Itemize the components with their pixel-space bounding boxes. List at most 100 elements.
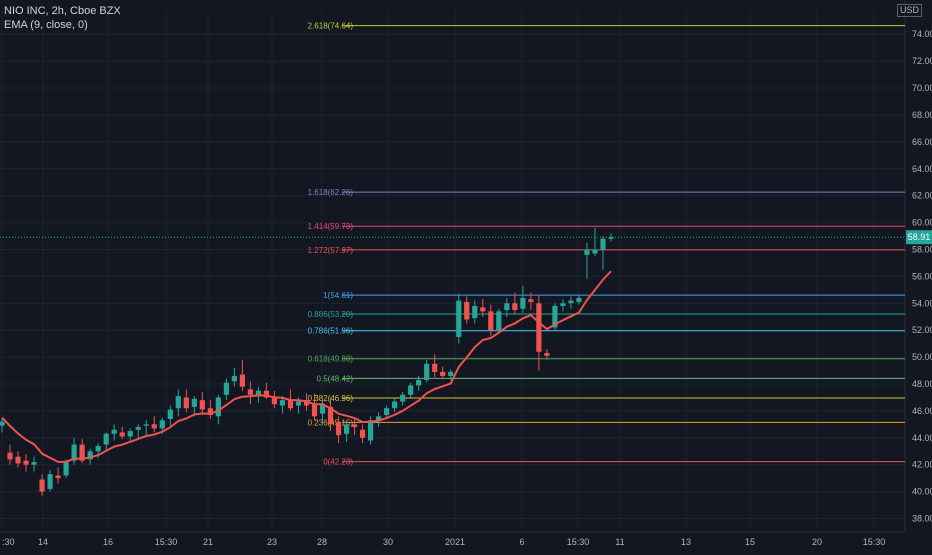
fib-level-label: 0.618(49.88) <box>308 355 354 364</box>
y-tick-label: 48.00 <box>912 379 932 389</box>
candle-body <box>424 363 430 380</box>
candle-body <box>343 424 350 434</box>
candle-body <box>303 400 310 406</box>
y-tick-label: 38.00 <box>912 514 932 524</box>
price-axis[interactable]: 38.00 40.00 42.00 44.00 46.00 48.00 50.00 52.00… <box>912 29 932 523</box>
fibonacci-extension[interactable]: 2.618(74.64) 1.618(62.26) 1.414(59.73) 1.27… <box>308 22 905 467</box>
candle-body <box>576 297 582 302</box>
candle-body <box>23 460 29 465</box>
y-tick-label: 68.00 <box>912 110 932 120</box>
candle-body <box>295 401 302 406</box>
chart-legend: NIO INC, 2h, Cboe BZX EMA (9, close, 0) <box>4 4 121 32</box>
indicator-title[interactable]: EMA (9, close, 0) <box>4 19 88 31</box>
y-tick-label: 52.00 <box>912 325 932 335</box>
candle-body <box>568 300 574 304</box>
y-tick-label: 40.00 <box>912 487 932 497</box>
y-tick-label: 50.00 <box>912 352 932 362</box>
candle-body <box>608 237 614 239</box>
ema-9-line <box>1 270 612 463</box>
y-tick-label: 74.00 <box>912 29 932 39</box>
fib-level-label: 1.414(59.73) <box>308 222 354 231</box>
x-tick-label: 23 <box>267 537 277 547</box>
candle-body <box>552 305 558 328</box>
last-price-label: 58.91 <box>908 232 931 242</box>
last-price-badge <box>906 230 932 245</box>
candle-body <box>376 416 382 421</box>
y-tick-label: 58.00 <box>912 244 932 254</box>
y-tick-label: 60.00 <box>912 218 932 228</box>
candle-body <box>448 371 454 376</box>
x-tick-label: 13 <box>681 537 691 547</box>
fib-level-label: 1.272(57.97) <box>308 246 354 255</box>
candle-body <box>416 379 422 386</box>
candle-body <box>215 397 221 417</box>
candle-body <box>311 404 318 417</box>
candle-body <box>247 389 254 395</box>
candle-body <box>351 424 358 428</box>
candle-body <box>368 420 374 441</box>
x-tick-label: 30 <box>383 537 393 547</box>
last-price-line: 58.91 <box>0 230 932 245</box>
candle-body <box>480 307 486 312</box>
candle-body <box>175 396 181 409</box>
candle-body <box>496 311 502 331</box>
ema-line <box>1 270 612 463</box>
fib-level-label: 0.5(48.42) <box>317 374 354 383</box>
candle-body <box>143 424 149 426</box>
x-tick-label: 15 <box>745 537 755 547</box>
candle-body <box>408 385 414 395</box>
candle-body <box>520 297 526 309</box>
candle-body <box>560 303 566 306</box>
candle-body <box>287 400 294 409</box>
candle-body <box>223 382 229 395</box>
candle-body <box>279 400 286 406</box>
candle-body <box>31 462 37 465</box>
candle-body <box>151 424 157 429</box>
candle-body <box>544 353 550 356</box>
time-axis[interactable]: :30 14 16 15:30 21 23 28 30 2021 6 15:30 11 13 15 20 15… <box>2 537 885 547</box>
candle-body <box>47 474 53 489</box>
candle-body <box>488 311 494 331</box>
candle-body <box>231 375 237 382</box>
x-tick-label: :30 <box>2 537 15 547</box>
candle-body <box>255 390 262 395</box>
candle-body <box>0 421 5 426</box>
candle-body <box>432 363 438 372</box>
x-tick-label: 15:30 <box>155 537 178 547</box>
y-tick-label: 44.00 <box>912 433 932 443</box>
fib-level-label: 0.786(51.96) <box>308 327 354 336</box>
candle-body <box>207 408 213 415</box>
x-tick-label: 15:30 <box>863 537 886 547</box>
candle-body <box>135 427 141 430</box>
candle-body <box>239 374 245 387</box>
candle-body <box>592 249 598 254</box>
symbol-title[interactable]: NIO INC, 2h, Cboe BZX <box>4 5 121 17</box>
candle-body <box>392 401 398 409</box>
candle-body <box>384 408 390 415</box>
y-tick-label: 66.00 <box>912 137 932 147</box>
candle-body <box>55 475 61 479</box>
candle-body <box>504 303 510 311</box>
fib-level-label: 0(42.23) <box>323 458 353 467</box>
candle-body <box>119 432 125 437</box>
y-tick-label: 62.00 <box>912 191 932 201</box>
grid <box>0 0 906 533</box>
candle-body <box>440 371 446 376</box>
candle-body <box>584 249 590 255</box>
x-tick-label: 6 <box>519 537 524 547</box>
candle-body <box>191 398 197 407</box>
candle-body <box>400 394 406 402</box>
candle-body <box>7 452 13 460</box>
currency-label: USD <box>896 4 922 17</box>
fib-level-label: 1(54.61) <box>323 291 353 300</box>
candle-body <box>359 429 366 438</box>
candle-body <box>183 397 189 409</box>
y-tick-label: 42.00 <box>912 460 932 470</box>
candle-body <box>512 303 518 311</box>
candle-body <box>95 445 101 452</box>
fib-level-label: 0.886(53.20) <box>308 310 354 319</box>
candle-body <box>103 433 109 445</box>
candle-body <box>87 451 93 460</box>
